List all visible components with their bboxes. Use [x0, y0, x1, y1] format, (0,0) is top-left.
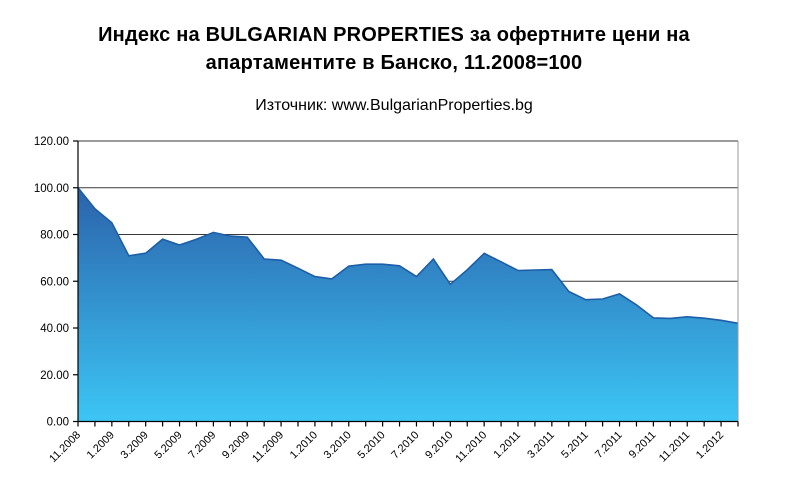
x-tick-label: 9.2011: [627, 429, 659, 461]
y-tick-label: 120.00: [34, 136, 69, 148]
chart-title: Индекс на BULGARIAN PROPERTIES за офертн…: [0, 21, 788, 77]
x-tick-label: 1.2011: [491, 429, 523, 461]
y-tick-label: 80.00: [40, 230, 69, 242]
y-tick-label: 0.00: [47, 417, 69, 429]
y-tick-label: 60.00: [40, 276, 69, 288]
area-series-edge: [77, 187, 739, 325]
chart-source-subtitle: Източник: www.BulgarianProperties.bg: [255, 97, 533, 114]
x-tick-label: 11.2009: [250, 429, 286, 465]
chart-title-line1: Индекс на BULGARIAN PROPERTIES за офертн…: [98, 24, 690, 46]
x-tick-label: 9.2009: [220, 429, 252, 461]
x-tick-label: 9.2010: [423, 429, 455, 461]
chart-title-line2: апартаментите в Банско, 11.2008=100: [205, 52, 583, 74]
x-tick-label: 1.2012: [694, 429, 726, 461]
y-tick-label: 100.00: [34, 183, 69, 195]
x-tick-label: 11.2011: [657, 429, 692, 464]
x-tick-label: 3.2009: [119, 429, 151, 461]
x-tick-label: 3.2011: [525, 429, 557, 461]
y-tick-label: 20.00: [40, 370, 69, 382]
index-area-chart: 0.00 20.00 40.00 60.00 80.00 100.00 120.00 11.2…: [34, 136, 739, 465]
x-tick-label: 5.2011: [559, 429, 591, 461]
x-tick-label: 7.2010: [389, 429, 421, 461]
x-tick-label: 1.2009: [85, 429, 117, 461]
area-series-fill: [78, 187, 738, 422]
x-tick-label: 11.2008: [47, 429, 83, 465]
x-tick-label: 1.2010: [288, 429, 320, 461]
x-tick-label: 5.2010: [355, 429, 387, 461]
x-tick-label: 3.2010: [322, 429, 354, 461]
x-tick-label: 7.2011: [593, 429, 625, 461]
x-tick-label: 7.2009: [186, 429, 218, 461]
x-tick-label: 11.2010: [453, 429, 489, 465]
y-tick-label: 40.00: [40, 323, 69, 335]
x-tick-label: 5.2009: [152, 429, 184, 461]
